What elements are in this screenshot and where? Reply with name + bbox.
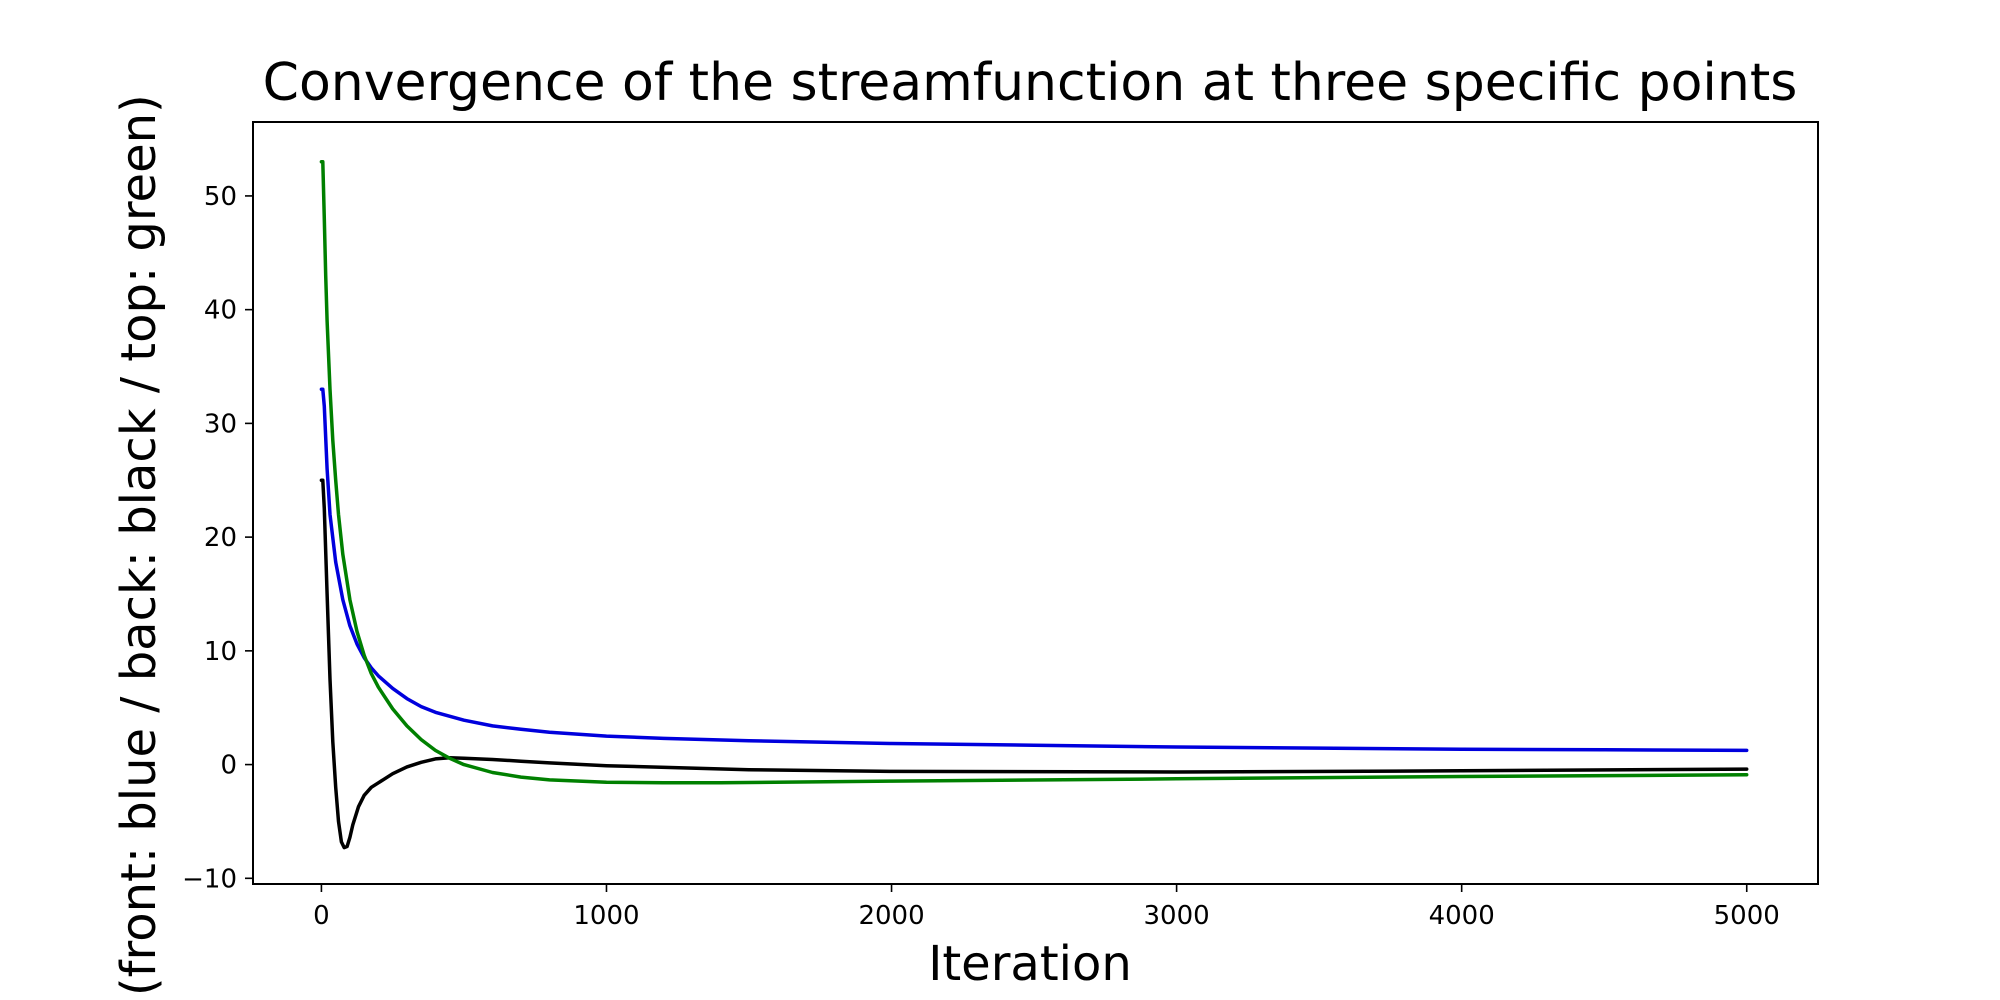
x-tick-label: 4000 [1429, 901, 1495, 931]
x-tick-label: 2000 [858, 901, 924, 931]
y-tick-label: 10 [204, 637, 237, 667]
y-tick-label: 20 [204, 523, 237, 553]
y-tick-label: 30 [204, 409, 237, 439]
x-tick-label: 1000 [573, 901, 639, 931]
x-tick-label: 3000 [1144, 901, 1210, 931]
y-tick-label: 50 [204, 182, 237, 212]
x-tick-label: 0 [313, 901, 330, 931]
series-line-3 [319, 160, 1749, 785]
x-axis-label: Iteration [928, 936, 1132, 992]
x-tick-label: 5000 [1714, 901, 1780, 931]
y-tick-label: 0 [220, 751, 237, 781]
chart-title: Convergence of the streamfunction at thr… [263, 53, 1798, 113]
y-tick-label: 40 [204, 296, 237, 326]
plot-frame [252, 121, 1819, 885]
series-line-1 [319, 387, 1749, 753]
y-tick-label: −10 [182, 864, 237, 894]
series-line-2 [319, 478, 1749, 850]
plot-area: 0 1000 2000 3000 4000 5000 −10 0 10 20 30 40 50 [182, 121, 1819, 931]
y-axis-label: u (front: blue / back: black / top: gree… [111, 94, 167, 1000]
